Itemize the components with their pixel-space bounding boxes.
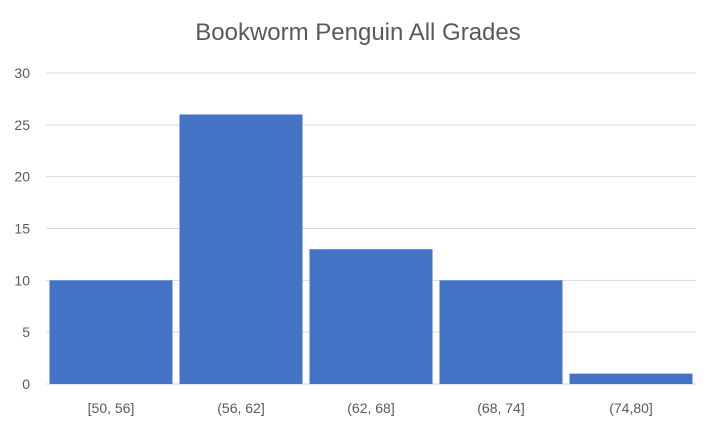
y-tick-label: 20 bbox=[14, 169, 30, 185]
x-tick-label: (68, 74] bbox=[477, 400, 524, 416]
bar bbox=[49, 280, 173, 384]
bar bbox=[569, 373, 693, 384]
y-tick-label: 15 bbox=[14, 221, 30, 237]
x-tick-label: (74,80] bbox=[609, 400, 653, 416]
x-tick-label: [50, 56] bbox=[88, 400, 135, 416]
bar bbox=[439, 280, 563, 384]
x-tick-label: (56, 62] bbox=[217, 400, 264, 416]
y-tick-label: 10 bbox=[14, 272, 30, 288]
bar bbox=[179, 114, 303, 384]
bars bbox=[49, 114, 693, 384]
y-tick-label: 25 bbox=[14, 117, 30, 133]
y-tick-label: 30 bbox=[14, 65, 30, 81]
chart-title: Bookworm Penguin All Grades bbox=[195, 19, 521, 46]
x-tick-label: (62, 68] bbox=[347, 400, 394, 416]
y-axis-tick-labels: 0 5 10 15 20 25 30 bbox=[14, 65, 30, 392]
x-axis-tick-labels: [50, 56] (56, 62] (62, 68] (68, 74] (74,80] bbox=[88, 400, 653, 416]
y-tick-label: 5 bbox=[22, 324, 30, 340]
y-tick-label: 0 bbox=[22, 376, 30, 392]
bar bbox=[309, 249, 433, 384]
